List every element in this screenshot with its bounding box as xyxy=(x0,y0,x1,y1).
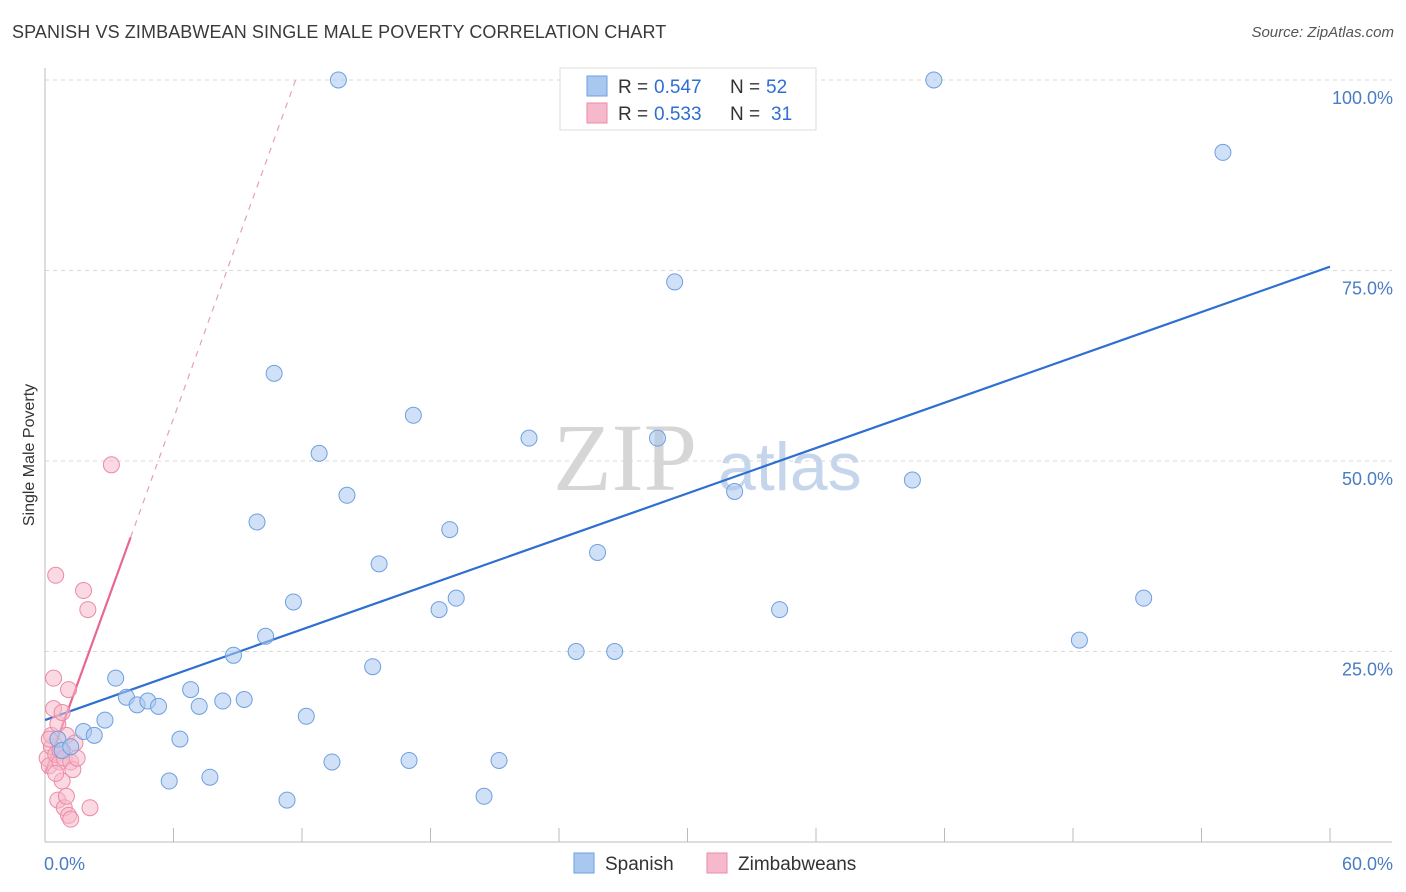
spanish-point xyxy=(182,681,200,699)
spanish-point xyxy=(404,406,422,424)
spanish-point xyxy=(400,751,418,769)
spanish-trendline xyxy=(44,265,1331,722)
spanish-n-label: N = xyxy=(730,77,760,98)
spanish-point xyxy=(447,589,465,607)
chart-title: SPANISH VS ZIMBABWEAN SINGLE MALE POVERT… xyxy=(12,22,667,42)
spanish-point xyxy=(441,521,459,539)
spanish-point xyxy=(248,513,266,531)
spanish-point xyxy=(235,691,253,709)
spanish-point xyxy=(265,364,283,382)
spanish-point xyxy=(107,669,125,687)
legend-zimbabweans-swatch xyxy=(706,852,728,874)
spanish-r-label: R = xyxy=(618,77,648,98)
zimbabweans-points xyxy=(38,456,120,828)
zimbabwean-point xyxy=(79,601,97,619)
spanish-point xyxy=(278,791,296,809)
spanish-point xyxy=(171,730,189,748)
zimbabwean-point xyxy=(47,566,65,584)
zimbabwean-point xyxy=(57,787,75,805)
spanish-point xyxy=(606,643,624,660)
y-axis-label: Single Male Poverty xyxy=(21,384,38,526)
spanish-point xyxy=(520,429,538,447)
zimbabwean-n-value: 31 xyxy=(771,104,792,125)
source-credit: Source: ZipAtlas.com xyxy=(1251,24,1394,41)
spanish-point xyxy=(490,751,508,769)
zimbabwean-point xyxy=(53,703,71,721)
spanish-point xyxy=(297,707,315,725)
spanish-points xyxy=(49,71,1232,809)
legend-spanish-swatch xyxy=(573,852,595,874)
spanish-point xyxy=(771,601,789,619)
zimbabwean-point xyxy=(81,799,99,817)
y-tick-label: 25.0% xyxy=(1342,660,1393,680)
spanish-point xyxy=(85,726,103,744)
spanish-n-value: 52 xyxy=(766,77,787,98)
zimbabwean-r-value: 0.533 xyxy=(654,104,702,125)
spanish-point xyxy=(589,543,607,561)
zimbabwean-point xyxy=(45,669,63,687)
spanish-point xyxy=(430,601,448,619)
spanish-point xyxy=(201,768,219,786)
grid xyxy=(45,79,1392,652)
spanish-point xyxy=(160,772,178,790)
spanish-point xyxy=(475,787,493,805)
spanish-point xyxy=(338,486,356,504)
legend-zimbabweans-label: Zimbabweans xyxy=(738,854,856,875)
spanish-point xyxy=(323,753,341,771)
axes: 25.0% 50.0% 75.0% 100.0% 0.0% 60.0% xyxy=(44,68,1393,874)
spanish-point xyxy=(257,627,275,645)
spanish-point xyxy=(1070,631,1088,649)
spanish-point xyxy=(726,482,744,500)
spanish-point xyxy=(214,692,232,710)
y-tick-label: 100.0% xyxy=(1332,88,1393,108)
watermark: ZIP atlas xyxy=(553,404,862,511)
spanish-point xyxy=(925,71,943,89)
spanish-point xyxy=(666,273,684,291)
x-tick-label-min: 0.0% xyxy=(44,854,85,874)
zimbabwean-point xyxy=(75,582,93,600)
y-tick-label: 50.0% xyxy=(1342,469,1393,489)
zimbabwean-r-label: R = xyxy=(618,104,648,125)
spanish-point xyxy=(567,643,585,660)
spanish-point xyxy=(224,646,242,664)
zimbabwean-trendline-extension xyxy=(130,79,297,538)
zimbabwean-point xyxy=(60,681,78,699)
spanish-point xyxy=(62,738,80,756)
zimbabwean-point xyxy=(102,456,120,474)
legend-spanish-label: Spanish xyxy=(605,854,674,875)
spanish-point xyxy=(190,697,208,715)
watermark-zip: ZIP xyxy=(553,404,697,511)
series-legend: Spanish Zimbabweans xyxy=(573,852,856,875)
spanish-point xyxy=(329,71,347,89)
spanish-swatch xyxy=(586,75,608,97)
spanish-point xyxy=(1135,589,1153,607)
spanish-point xyxy=(284,593,302,611)
spanish-point xyxy=(1214,143,1232,161)
zimbabwean-swatch xyxy=(586,102,608,124)
stats-legend: R = 0.547 N = 52 R = 0.533 N = 31 xyxy=(559,67,817,131)
spanish-point xyxy=(310,444,328,462)
zimbabwean-point xyxy=(47,764,65,782)
zimbabwean-point xyxy=(62,810,80,828)
spanish-point xyxy=(364,658,382,676)
spanish-point xyxy=(370,555,388,573)
y-tick-label: 75.0% xyxy=(1342,279,1393,299)
spanish-point xyxy=(96,711,114,729)
x-tick-label-max: 60.0% xyxy=(1342,854,1393,874)
spanish-r-value: 0.547 xyxy=(654,77,702,98)
zimbabwean-n-label: N = xyxy=(730,104,760,125)
spanish-point xyxy=(903,471,921,489)
spanish-point xyxy=(150,697,168,715)
spanish-point xyxy=(649,429,667,447)
